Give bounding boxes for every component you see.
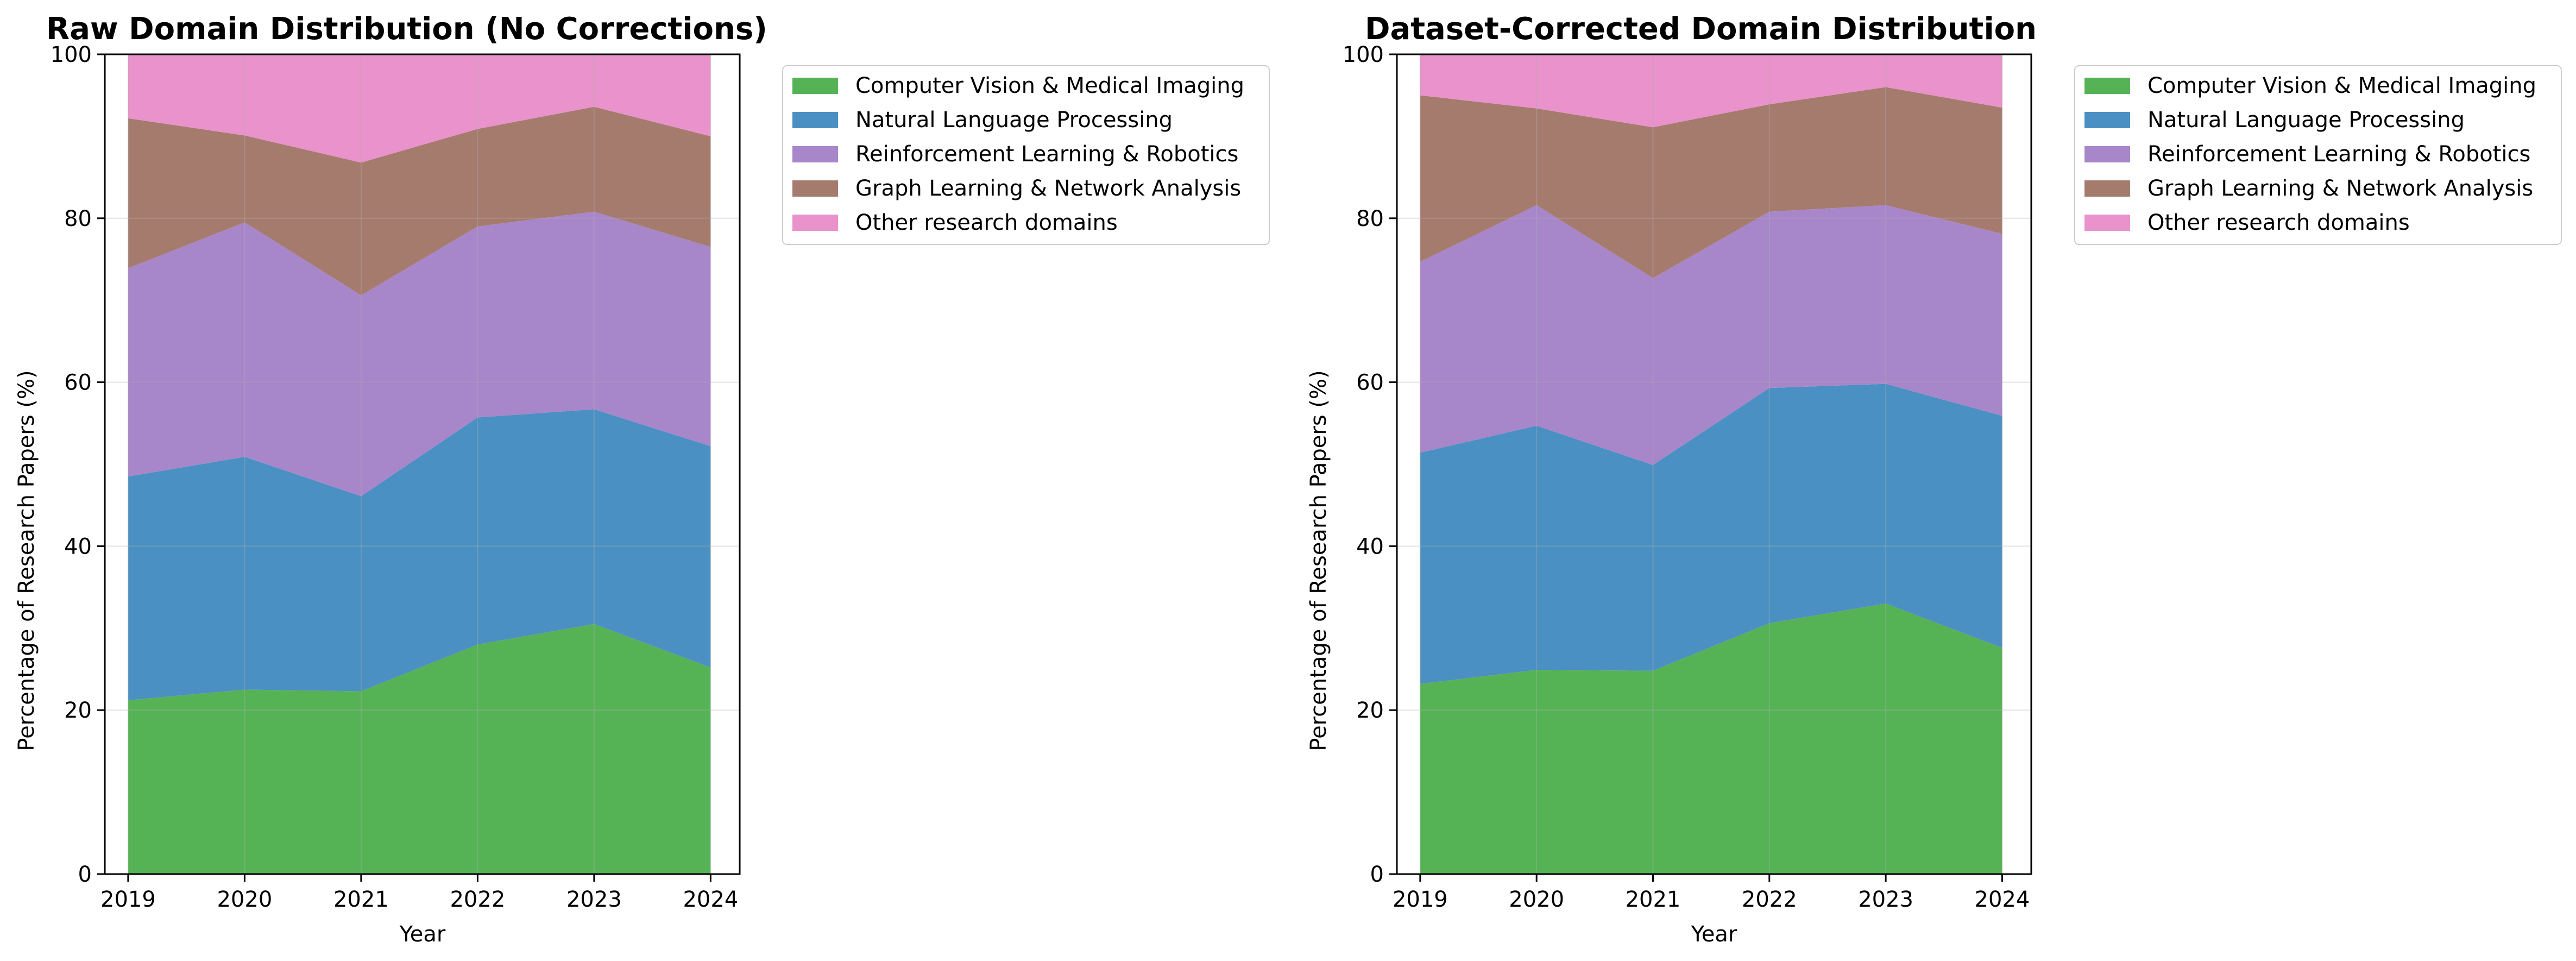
legend-label: Reinforcement Learning & Robotics [855,142,1238,167]
legend-label: Natural Language Processing [2147,108,2465,133]
legend-swatch [792,112,838,128]
legend-swatch [792,215,838,231]
axes-frame [1396,53,2032,875]
x-tick-label: 2024 [683,887,738,912]
right-panel: Dataset-Corrected Domain Distribution Pe… [1306,11,2562,947]
legend-swatch [2084,180,2130,197]
x-tick-label: 2023 [566,887,622,912]
area-series-3 [128,211,711,497]
x-tick-label: 2019 [1393,887,1448,912]
axes-frame [104,53,741,875]
plot-area: 0 20 40 60 80 100 2019 2020 2021 2022 2023 2024 [1343,42,2032,912]
legend-swatch [792,146,838,162]
y-tick-label: 60 [64,370,92,395]
legend: Computer Vision & Medical Imaging Natural… [2074,65,2562,245]
x-tick-label: 2020 [1509,887,1564,912]
legend-label: Graph Learning & Network Analysis [2147,176,2533,201]
x-tick-label: 2021 [1626,887,1681,912]
area-series-4 [128,106,711,296]
area-series-4 [1420,87,2002,278]
area-series-2 [1420,384,2002,684]
y-axis-label: Percentage of Research Papers (%) [1306,370,1331,751]
area-series-3 [1420,205,2002,466]
legend-label: Natural Language Processing [855,108,1173,133]
x-tick-label: 2023 [1858,887,1913,912]
x-tick-label: 2024 [1975,887,2030,912]
legend-label: Computer Vision & Medical Imaging [2147,73,2536,98]
x-tick-label: 2019 [100,887,156,912]
y-tick-label: 40 [1356,534,1384,559]
area-series-5 [1420,54,2002,128]
legend-swatch [2084,78,2130,94]
legend-label: Graph Learning & Network Analysis [855,176,1241,201]
plot-area: 0 20 40 60 80 100 2019 2020 2021 2022 2023 2024 [51,42,741,912]
area-series-5 [128,54,711,163]
y-tick-label: 0 [78,862,92,887]
legend-label: Reinforcement Learning & Robotics [2147,142,2530,167]
legend-label: Other research domains [855,210,1118,235]
x-tick-label: 2022 [450,887,505,912]
x-axis-label: Year [1691,922,1737,947]
chart-title: Raw Domain Distribution (No Corrections) [46,11,767,47]
y-tick-label: 100 [51,42,92,67]
legend-frame [2074,65,2562,245]
legend-swatch [2084,112,2130,128]
legend-swatch [2084,215,2130,231]
y-tick-label: 20 [1356,698,1384,723]
x-tick-label: 2021 [333,887,389,912]
legend-frame [782,65,1270,245]
chart-title: Dataset-Corrected Domain Distribution [1365,11,2037,47]
x-axis-label: Year [399,922,446,947]
area-series-1 [1420,604,2002,874]
x-tick-label: 2022 [1742,887,1797,912]
y-tick-label: 100 [1343,42,1384,67]
y-axis-label: Percentage of Research Papers (%) [14,370,39,751]
x-tick-label: 2020 [217,887,272,912]
legend-swatch [792,180,838,197]
legend-label: Computer Vision & Medical Imaging [855,73,1244,98]
left-panel: Raw Domain Distribution (No Corrections)… [14,11,1270,947]
y-tick-label: 40 [64,534,92,559]
area-series-2 [128,409,711,701]
area-series-1 [128,624,711,874]
legend-label: Other research domains [2147,210,2410,235]
y-tick-label: 0 [1370,862,1384,887]
legend-swatch [792,78,838,94]
y-tick-label: 60 [1356,370,1384,395]
y-tick-label: 80 [1356,206,1384,231]
y-tick-label: 20 [64,698,92,723]
y-tick-label: 80 [64,206,92,231]
legend: Computer Vision & Medical Imaging Natural… [782,65,1270,245]
legend-swatch [2084,146,2130,162]
